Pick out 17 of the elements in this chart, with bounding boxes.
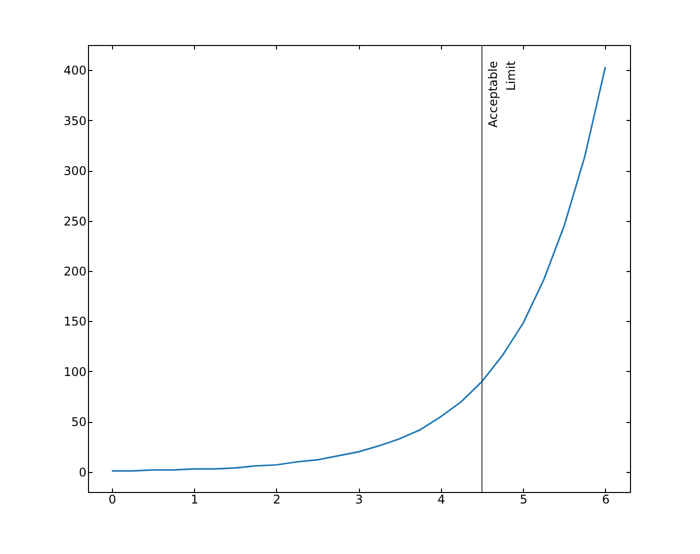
y-tick-label: 300 [64, 164, 86, 178]
y-tick-label: 100 [64, 364, 86, 379]
y-tick-label: 400 [64, 64, 86, 78]
y-tick-label: 50 [71, 415, 86, 430]
ref-line-label: Acceptable Limit [486, 60, 518, 128]
y-tick-label: 0 [78, 465, 86, 480]
y-tick-label: 350 [64, 114, 86, 128]
x-tick-label: 0 [108, 492, 116, 506]
x-tick-label: 5 [520, 492, 528, 506]
x-tick-label: 4 [438, 492, 446, 506]
y-tick-label: 150 [64, 314, 86, 329]
x-tick-label: 2 [273, 492, 281, 506]
x-tick-label: 3 [355, 492, 363, 506]
y-tick-label: 250 [64, 214, 86, 228]
x-tick-label: 1 [190, 492, 198, 506]
x-tick-label: 6 [602, 492, 610, 506]
y-tick-label: 200 [64, 264, 86, 279]
